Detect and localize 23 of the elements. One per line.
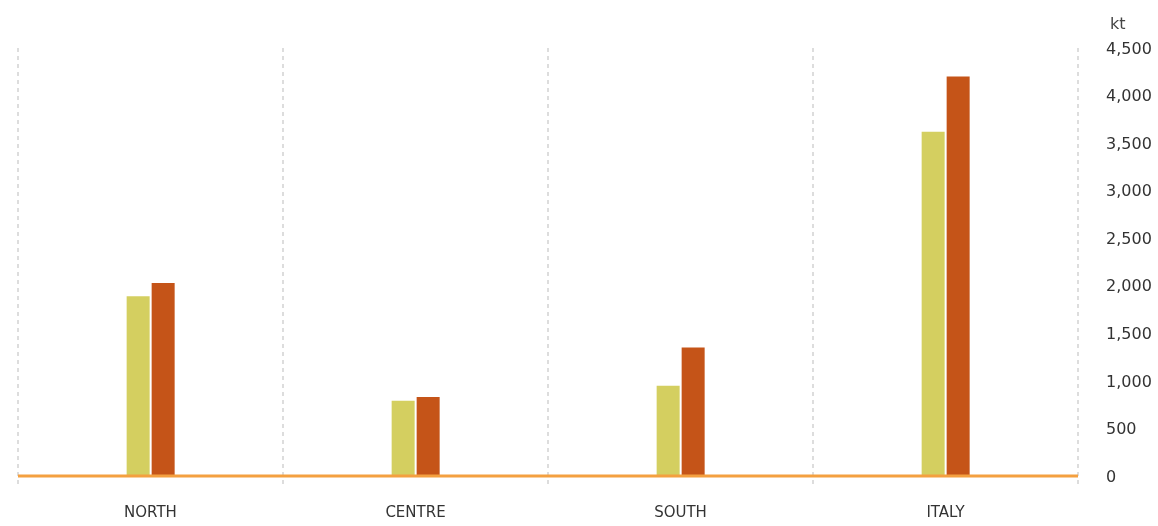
y-tick-label: 3,500 xyxy=(1106,133,1152,153)
bar xyxy=(921,131,945,476)
y-tick-label: 2,000 xyxy=(1106,276,1152,296)
y-tick-label: 2,500 xyxy=(1106,228,1152,248)
x-tick-label: NORTH xyxy=(124,502,177,521)
y-tick-label: 1,000 xyxy=(1106,371,1152,391)
bar xyxy=(416,397,440,476)
bar xyxy=(681,347,705,476)
x-tick-label: SOUTH xyxy=(654,502,707,521)
x-tick-label: CENTRE xyxy=(385,502,446,521)
y-tick-label: 500 xyxy=(1106,419,1137,439)
y-axis-title: kt xyxy=(1110,14,1126,33)
bar xyxy=(391,400,415,476)
y-tick-label: 4,000 xyxy=(1106,86,1152,106)
bar xyxy=(656,385,680,476)
bar xyxy=(946,76,970,476)
bar xyxy=(126,296,150,476)
y-tick-label: 0 xyxy=(1106,466,1117,486)
x-tick-label: ITALY xyxy=(926,502,966,521)
y-tick-label: 4,500 xyxy=(1106,38,1152,58)
bar xyxy=(151,282,175,476)
y-tick-label: 1,500 xyxy=(1106,324,1152,344)
y-tick-label: 3,000 xyxy=(1106,181,1152,201)
